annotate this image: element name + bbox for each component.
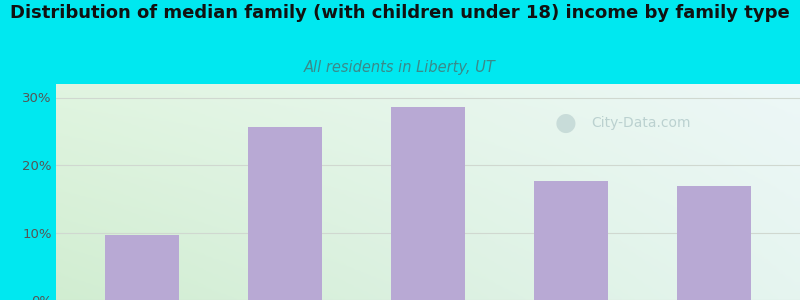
Bar bbox=[391, 107, 466, 300]
Text: ●: ● bbox=[554, 111, 577, 135]
Bar bbox=[677, 186, 751, 300]
Text: Distribution of median family (with children under 18) income by family type: Distribution of median family (with chil… bbox=[10, 4, 790, 22]
Bar bbox=[248, 127, 322, 300]
Bar bbox=[534, 181, 608, 300]
Bar bbox=[105, 235, 179, 300]
Text: All residents in Liberty, UT: All residents in Liberty, UT bbox=[304, 60, 496, 75]
Text: City-Data.com: City-Data.com bbox=[592, 116, 691, 130]
